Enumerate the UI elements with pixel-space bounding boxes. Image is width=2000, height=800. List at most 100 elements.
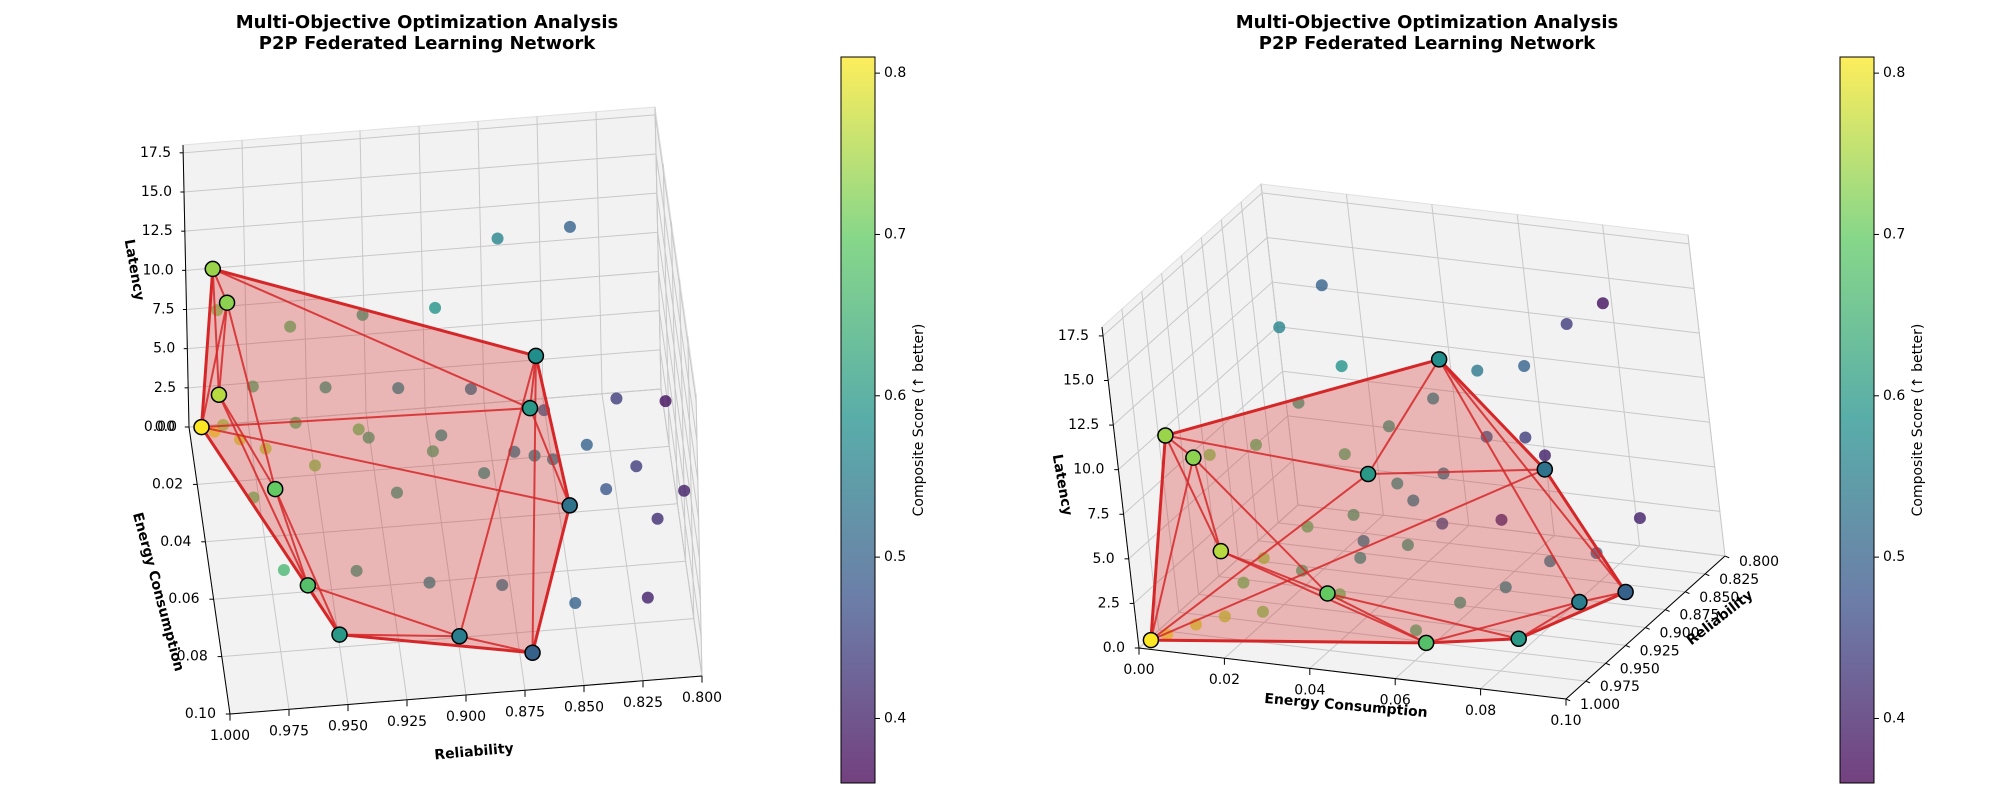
- grid-line: [1238, 558, 1666, 611]
- grid-line: [1278, 522, 1706, 575]
- pareto-point: [1185, 449, 1202, 466]
- colorbar-tick-label: 0.7: [1883, 226, 1905, 242]
- solution-point: [1256, 605, 1269, 618]
- hull-edge: [1518, 601, 1580, 640]
- hull-edge: [1149, 435, 1167, 641]
- x-tick-label: 0.950: [328, 719, 368, 735]
- grid-line: [657, 232, 700, 520]
- hull-edge: [1425, 601, 1580, 644]
- hull-edge: [529, 407, 571, 506]
- grid-line: [183, 114, 656, 154]
- solution-point: [1335, 360, 1348, 373]
- chart-subtitle: P2P Federated Learning Network: [1259, 33, 1596, 54]
- pareto-point: [1319, 585, 1336, 602]
- grid-line: [197, 445, 670, 485]
- solution-point: [1437, 467, 1450, 480]
- axis-line: [188, 426, 231, 715]
- x-tick-label: 0.850: [1699, 590, 1739, 606]
- hull-edge: [1438, 358, 1581, 603]
- solution-point: [1347, 508, 1360, 521]
- solution-point: [1499, 581, 1512, 594]
- hull-edge: [218, 394, 309, 586]
- z-tick-label: 0.0: [155, 419, 177, 435]
- grid-line: [1258, 540, 1686, 593]
- hull-edge: [226, 302, 277, 490]
- x-tick-label: 0.975: [269, 723, 309, 739]
- y-tick-label: 0.06: [168, 591, 199, 607]
- pareto-point: [299, 577, 317, 594]
- grid-line: [1309, 525, 1470, 669]
- chart-subtitle: P2P Federated Learning Network: [259, 33, 596, 54]
- x-axis-label: Reliability: [434, 741, 515, 764]
- pareto-point: [561, 497, 578, 514]
- x-tick: [1724, 555, 1730, 559]
- pareto-point: [1212, 542, 1230, 560]
- hull-edge: [1149, 457, 1195, 641]
- solution-point: [390, 486, 403, 499]
- y-tick-label: 0.02: [1209, 672, 1240, 688]
- hull-edge: [218, 394, 277, 490]
- solution-point: [1338, 448, 1351, 461]
- grid-line: [1282, 370, 1710, 423]
- hull-edge: [1518, 591, 1627, 640]
- grid-line: [1272, 281, 1700, 334]
- pareto-point: [1571, 593, 1588, 611]
- hull-edge: [1192, 456, 1329, 595]
- solution-point: [1391, 477, 1404, 490]
- hull-edge: [1192, 457, 1222, 552]
- solution-point: [1315, 279, 1328, 292]
- hull-edge: [211, 268, 220, 395]
- grid-line: [601, 393, 644, 681]
- solution-point: [580, 438, 593, 451]
- grid-line: [1112, 281, 1273, 426]
- pareto-point: [1510, 630, 1527, 648]
- pareto-point: [331, 626, 348, 643]
- grid-line: [1277, 326, 1705, 379]
- hull-edge: [200, 302, 229, 428]
- y-tick-label: 0.06: [1380, 693, 1411, 709]
- solution-point: [1480, 430, 1493, 443]
- pareto-point: [1617, 583, 1634, 601]
- solution-point: [1401, 538, 1414, 551]
- solution-point: [610, 392, 623, 405]
- grid-line: [1128, 415, 1289, 560]
- hull-edge: [1327, 592, 1427, 644]
- x-tick-label: 0.950: [1620, 661, 1660, 677]
- y-tick-label: 0.04: [160, 534, 191, 550]
- hull-edge: [1150, 473, 1369, 641]
- hull-edge: [217, 302, 229, 395]
- colorbar-tick-label: 0.8: [884, 65, 906, 81]
- hull-edge: [1150, 468, 1546, 642]
- z-tick-label: 7.5: [152, 302, 174, 318]
- grid-line: [1107, 237, 1268, 381]
- pareto-point: [524, 644, 541, 662]
- hull-edge: [1165, 434, 1369, 476]
- grid-line: [188, 349, 661, 389]
- solution-point: [352, 423, 365, 436]
- x-tick-label: 0.925: [1640, 643, 1680, 659]
- solution-point: [362, 431, 375, 444]
- solution-point: [350, 564, 363, 577]
- x-tick-label: 1.000: [210, 728, 250, 744]
- y-tick-label: 0.02: [152, 476, 183, 492]
- hull-edge: [459, 635, 533, 654]
- grid-line: [1102, 192, 1263, 337]
- solution-point: [600, 483, 613, 496]
- x-tick-label: 0.900: [446, 709, 486, 725]
- z-tick-label: 2.5: [154, 380, 176, 396]
- x-tick-label: 0.800: [1739, 554, 1779, 570]
- grid-line: [1394, 535, 1555, 679]
- y-tick-label: 0.10: [185, 706, 216, 722]
- colorbar-tick-label: 0.5: [1883, 549, 1905, 565]
- grid-line: [1297, 504, 1726, 557]
- grid-line: [1178, 611, 1606, 664]
- solution-point: [1518, 360, 1531, 373]
- grid-line: [365, 412, 408, 700]
- hull-edge: [274, 488, 309, 586]
- hull-edge: [1543, 468, 1627, 593]
- z-tick-label: 15.0: [1063, 373, 1094, 389]
- y-tick-label: 0.10: [1550, 713, 1581, 729]
- x-tick: [1685, 591, 1690, 595]
- colorbar-label: Composite Score (↑ better): [911, 324, 927, 517]
- solution-point: [435, 429, 448, 442]
